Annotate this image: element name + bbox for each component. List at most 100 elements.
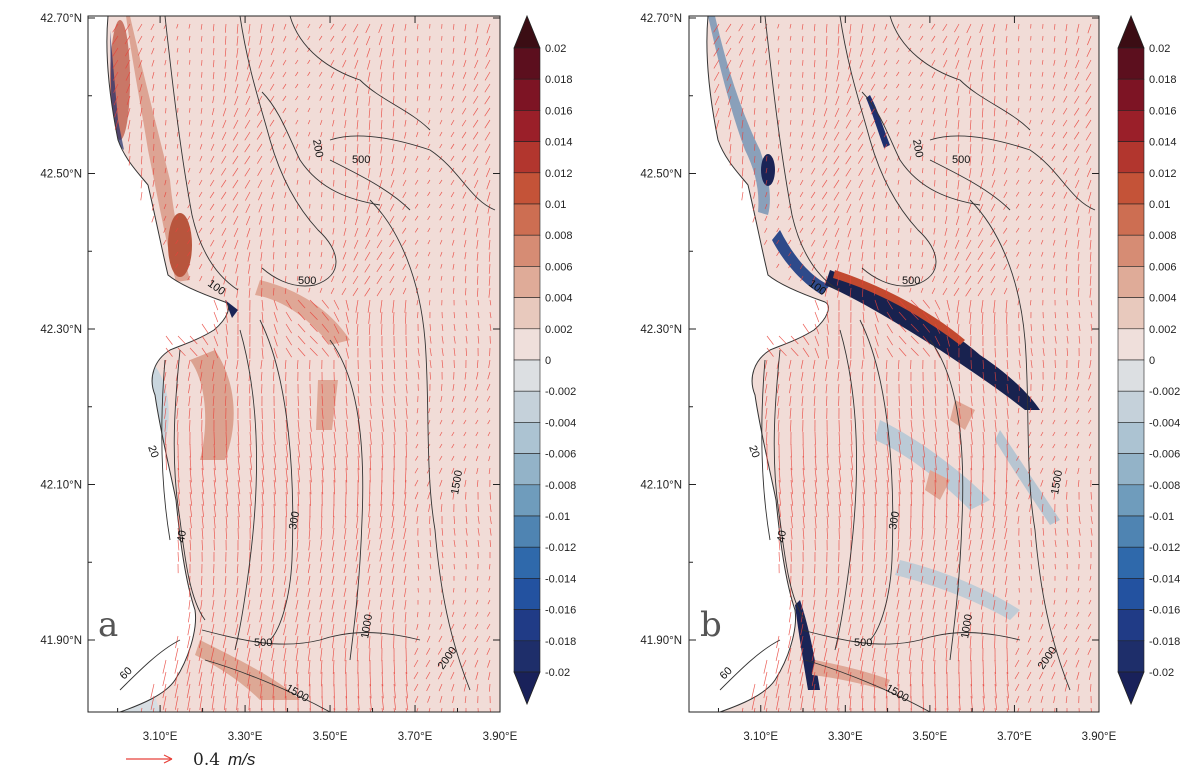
svg-text:40: 40 bbox=[175, 529, 189, 543]
panel-a-colorbar: 0.020.0180.0160.0140.0120.010.0080.0060.… bbox=[514, 16, 576, 704]
panel-b-colorbar-label: 0.02 bbox=[1149, 43, 1170, 55]
panel-b-colorbar-label: -0.006 bbox=[1149, 449, 1180, 461]
panel-b-plot-area: 200 500 100 500 20 40 60 300 500 1000 15… bbox=[689, 16, 1099, 722]
panel-a-colorbar-label: 0.012 bbox=[545, 168, 573, 180]
svg-text:500: 500 bbox=[254, 637, 272, 649]
panel-b-colorbar-cell bbox=[1118, 266, 1144, 297]
panel-b-colorbar-label: -0.018 bbox=[1149, 636, 1180, 648]
panel-a-plot-area: 200 500 100 500 20 40 60 300 500 1000 15… bbox=[88, 16, 500, 722]
panel-b-colorbar-label: -0.002 bbox=[1149, 386, 1180, 398]
panel-a-colorbar-bottom-triangle bbox=[514, 672, 540, 704]
panel-b-colorbar-label: 0.002 bbox=[1149, 324, 1177, 336]
panel-b-colorbar-cell bbox=[1118, 360, 1144, 391]
panel-a-ytick-label: 42.10°N bbox=[40, 480, 82, 492]
reference-unit: m/s bbox=[228, 750, 256, 769]
panel-b-colorbar-label: 0.006 bbox=[1149, 261, 1177, 273]
panel-b-colorbar-cell bbox=[1118, 329, 1144, 360]
panel-a-colorbar-top-triangle bbox=[514, 16, 540, 48]
svg-text:40: 40 bbox=[775, 529, 789, 543]
panel-a-colorbar-label: -0.02 bbox=[545, 667, 570, 679]
panel-b-colorbar-label: 0.012 bbox=[1149, 168, 1177, 180]
panel-a-xtick-label: 3.10°E bbox=[143, 731, 178, 743]
panel-b-colorbar-cell bbox=[1118, 173, 1144, 204]
panel-b-colorbar-cell bbox=[1118, 110, 1144, 141]
panel-a-colorbar-label: 0.002 bbox=[545, 324, 573, 336]
panel-a-colorbar-cell bbox=[514, 578, 540, 609]
panel-a-colorbar-label: 0.02 bbox=[545, 43, 566, 55]
panel-b-colorbar-label: 0.008 bbox=[1149, 230, 1177, 242]
panel-b-colorbar-cell bbox=[1118, 79, 1144, 110]
panel-a-ytick-label: 42.30°N bbox=[40, 324, 82, 336]
panel-b-colorbar-cell bbox=[1118, 454, 1144, 485]
panel-a-ytick-label: 41.90°N bbox=[40, 635, 82, 647]
panel-a-colorbar-cell bbox=[514, 204, 540, 235]
panel-a-colorbar-cell bbox=[514, 266, 540, 297]
panel-a-colorbar-label: 0 bbox=[545, 355, 551, 367]
panel-a-ytick-label: 42.70°N bbox=[40, 13, 82, 25]
reference-value: 0.4 bbox=[193, 750, 220, 769]
panel-b-colorbar-label: -0.02 bbox=[1149, 667, 1174, 679]
panel-b-ytick-label: 42.10°N bbox=[640, 480, 682, 492]
panel-a-colorbar-cell bbox=[514, 173, 540, 204]
panel-a-colorbar-cell bbox=[514, 48, 540, 79]
velocity-vector bbox=[1054, 708, 1055, 714]
panel-a-colorbar-cell bbox=[514, 641, 540, 672]
panel-a-label: a bbox=[98, 605, 118, 645]
panel-a-colorbar-cell bbox=[514, 298, 540, 329]
panel-b-ytick-label: 42.30°N bbox=[640, 324, 682, 336]
panel-b-colorbar-cell bbox=[1118, 298, 1144, 329]
panel-b-colorbar-cell bbox=[1118, 485, 1144, 516]
panel-a-colorbar-label: 0.01 bbox=[545, 199, 566, 211]
svg-text:500: 500 bbox=[298, 275, 316, 287]
panel-b-colorbar-label: 0 bbox=[1149, 355, 1155, 367]
panel-b-colorbar-label: 0.004 bbox=[1149, 293, 1177, 305]
panel-b-label: b bbox=[700, 605, 722, 645]
panel-b-ytick-label: 42.50°N bbox=[640, 169, 682, 181]
panel-a-colorbar-label: 0.004 bbox=[545, 293, 573, 305]
panel-a-colorbar-label: -0.018 bbox=[545, 636, 576, 648]
panel-a-colorbar-label: 0.006 bbox=[545, 261, 573, 273]
panel-b-colorbar-top-triangle bbox=[1118, 16, 1144, 48]
panel-a-colorbar-cell bbox=[514, 360, 540, 391]
svg-text:500: 500 bbox=[352, 154, 370, 166]
svg-text:500: 500 bbox=[854, 637, 872, 649]
panel-a-colorbar-cell bbox=[514, 516, 540, 547]
panel-b-colorbar-cell bbox=[1118, 641, 1144, 672]
panel-b-xtick-label: 3.70°E bbox=[997, 731, 1032, 743]
panel-a-colorbar-cell bbox=[514, 235, 540, 266]
panel-b-xtick-label: 3.50°E bbox=[913, 731, 948, 743]
panel-b-colorbar-bottom-triangle bbox=[1118, 672, 1144, 704]
panel-b-colorbar-cell bbox=[1118, 547, 1144, 578]
panel-a-colorbar-label: -0.006 bbox=[545, 449, 576, 461]
panel-b-colorbar-cell bbox=[1118, 48, 1144, 79]
panel-a-colorbar-cell bbox=[514, 547, 540, 578]
panel-b-xtick-label: 3.90°E bbox=[1082, 731, 1117, 743]
panel-a-colorbar-cell bbox=[514, 110, 540, 141]
panel-b-ytick-label: 41.90°N bbox=[640, 635, 682, 647]
panel-a-colorbar-cell bbox=[514, 329, 540, 360]
panel-b-colorbar-cell bbox=[1118, 204, 1144, 235]
panel-b-colorbar-label: -0.012 bbox=[1149, 542, 1180, 554]
panel-b-colorbar-label: -0.008 bbox=[1149, 480, 1180, 492]
panel-a-xtick-label: 3.50°E bbox=[313, 731, 348, 743]
panel-b-colorbar-label: 0.018 bbox=[1149, 74, 1177, 86]
panel-a-colorbar-label: -0.016 bbox=[545, 605, 576, 617]
panel-a-colorbar-cell bbox=[514, 79, 540, 110]
panel-b-colorbar-label: -0.016 bbox=[1149, 605, 1180, 617]
panel-a-colorbar-label: -0.012 bbox=[545, 542, 576, 554]
panel-b-colorbar-cell bbox=[1118, 578, 1144, 609]
panel-a-colorbar-cell bbox=[514, 485, 540, 516]
panel-b-colorbar-label: -0.01 bbox=[1149, 511, 1174, 523]
panel-b-xtick-label: 3.30°E bbox=[828, 731, 863, 743]
panel-a-colorbar-label: 0.018 bbox=[545, 74, 573, 86]
panel-b-colorbar-label: 0.016 bbox=[1149, 105, 1177, 117]
panel-b-colorbar-cell bbox=[1118, 516, 1144, 547]
reference-vector: 0.4 m/s bbox=[126, 750, 256, 769]
panel-a-xtick-label: 3.90°E bbox=[483, 731, 518, 743]
panel-a-colorbar-cell bbox=[514, 422, 540, 453]
panel-b-colorbar-label: -0.004 bbox=[1149, 417, 1180, 429]
panel-a-xtick-label: 3.70°E bbox=[398, 731, 433, 743]
panel-a-colorbar-label: -0.014 bbox=[545, 573, 576, 585]
panel-a-xtick-label: 3.30°E bbox=[228, 731, 263, 743]
